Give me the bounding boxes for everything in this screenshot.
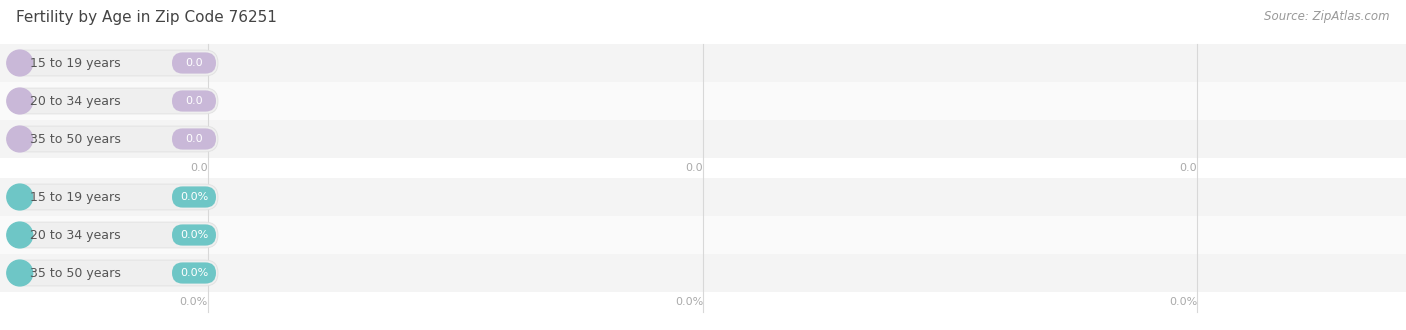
Text: 0.0: 0.0 (186, 96, 202, 106)
Circle shape (7, 260, 32, 286)
FancyBboxPatch shape (13, 126, 218, 152)
Circle shape (7, 126, 32, 152)
Text: 0.0: 0.0 (186, 134, 202, 144)
Text: 20 to 34 years: 20 to 34 years (30, 94, 121, 108)
Circle shape (7, 50, 32, 76)
Text: 0.0%: 0.0% (1168, 297, 1197, 307)
FancyBboxPatch shape (13, 88, 218, 114)
Text: 0.0%: 0.0% (675, 297, 703, 307)
FancyBboxPatch shape (13, 222, 218, 248)
Text: 35 to 50 years: 35 to 50 years (30, 133, 121, 146)
Text: Source: ZipAtlas.com: Source: ZipAtlas.com (1264, 10, 1391, 23)
Text: 0.0: 0.0 (1180, 163, 1197, 173)
FancyBboxPatch shape (13, 260, 218, 286)
FancyBboxPatch shape (13, 184, 218, 210)
Text: 15 to 19 years: 15 to 19 years (30, 56, 121, 70)
Text: 0.0%: 0.0% (180, 230, 208, 240)
Circle shape (7, 222, 32, 248)
Text: 0.0: 0.0 (685, 163, 703, 173)
Bar (0, 292, 1406, 312)
Text: 0.0%: 0.0% (180, 297, 208, 307)
FancyBboxPatch shape (172, 186, 217, 208)
Circle shape (7, 88, 32, 114)
Text: 35 to 50 years: 35 to 50 years (30, 267, 121, 280)
FancyBboxPatch shape (13, 50, 218, 76)
FancyBboxPatch shape (172, 52, 217, 74)
Text: 15 to 19 years: 15 to 19 years (30, 190, 121, 204)
Bar (0, 158, 1406, 178)
Text: 0.0: 0.0 (186, 58, 202, 68)
Bar (0, 120, 1406, 158)
Bar (0, 178, 1406, 216)
Bar (0, 216, 1406, 254)
Circle shape (7, 184, 32, 210)
FancyBboxPatch shape (172, 262, 217, 283)
FancyBboxPatch shape (172, 224, 217, 246)
Text: 0.0: 0.0 (190, 163, 208, 173)
Bar (0, 254, 1406, 292)
FancyBboxPatch shape (172, 90, 217, 112)
Text: 0.0%: 0.0% (180, 192, 208, 202)
Text: 20 to 34 years: 20 to 34 years (30, 228, 121, 242)
Bar (0, 82, 1406, 120)
Text: 0.0%: 0.0% (180, 268, 208, 278)
Text: Fertility by Age in Zip Code 76251: Fertility by Age in Zip Code 76251 (15, 10, 277, 25)
Bar (0, 44, 1406, 82)
FancyBboxPatch shape (172, 128, 217, 149)
